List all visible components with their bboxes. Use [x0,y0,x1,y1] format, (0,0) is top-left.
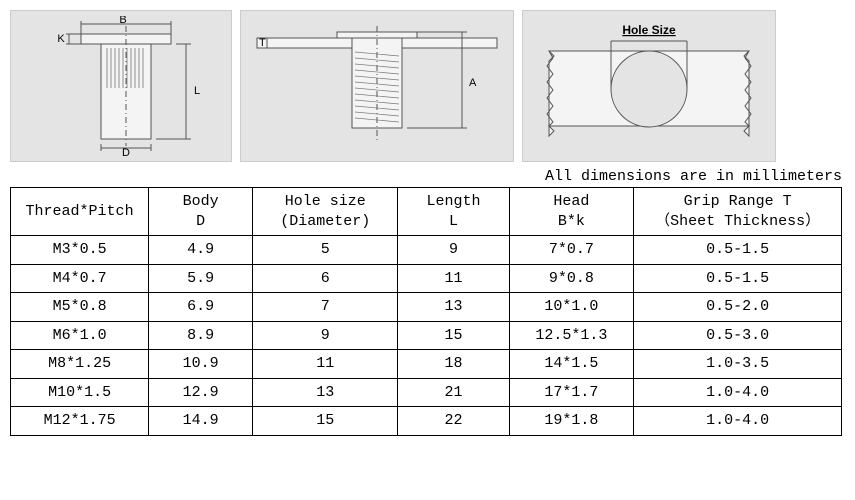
dim-T-text: T [259,37,266,49]
table-cell: 9*0.8 [509,264,634,293]
table-cell: 1.0-4.0 [634,407,842,436]
table-cell: M4*0.7 [11,264,149,293]
table-cell: 17*1.7 [509,378,634,407]
table-cell: 5 [253,236,398,265]
table-cell: 10.9 [149,350,253,379]
table-row: M4*0.75.96119*0.80.5-1.5 [11,264,842,293]
dim-hole-size-text: Hole Size [622,23,676,37]
table-cell: 11 [253,350,398,379]
col-body-d: Body D [149,188,253,236]
table-cell: 11 [398,264,509,293]
table-cell: 13 [253,378,398,407]
col-length-l: Length L [398,188,509,236]
table-cell: 14*1.5 [509,350,634,379]
table-header-row: Thread*Pitch Body D Hole size (Diameter)… [11,188,842,236]
table-cell: M6*1.0 [11,321,149,350]
table-cell: 7*0.7 [509,236,634,265]
table-cell: M10*1.5 [11,378,149,407]
units-note: All dimensions are in millimeters [10,168,842,185]
table-cell: 8.9 [149,321,253,350]
diagram-hole-size: Hole Size [522,10,776,162]
dim-K-text: K [57,33,65,45]
dim-L-text: L [194,85,200,97]
table-cell: 14.9 [149,407,253,436]
table-row: M6*1.08.991512.5*1.30.5-3.0 [11,321,842,350]
col-head-bk: Head B*k [509,188,634,236]
table-cell: 7 [253,293,398,322]
table-cell: 1.0-4.0 [634,378,842,407]
table-cell: M8*1.25 [11,350,149,379]
table-cell: 12.9 [149,378,253,407]
table-cell: 9 [253,321,398,350]
table-row: M3*0.54.9597*0.70.5-1.5 [11,236,842,265]
table-cell: 4.9 [149,236,253,265]
diagram-row: B K L D [10,10,845,162]
col-thread-pitch: Thread*Pitch [11,188,149,236]
table-cell: 13 [398,293,509,322]
table-cell: M12*1.75 [11,407,149,436]
dim-D-text: D [122,147,130,156]
col-hole-size: Hole size (Diameter) [253,188,398,236]
table-cell: 0.5-1.5 [634,264,842,293]
table-row: M10*1.512.9132117*1.71.0-4.0 [11,378,842,407]
table-cell: 6.9 [149,293,253,322]
dim-B-text: B [119,16,126,26]
table-cell: 18 [398,350,509,379]
table-cell: 1.0-3.5 [634,350,842,379]
table-cell: 0.5-2.0 [634,293,842,322]
table-cell: 0.5-1.5 [634,236,842,265]
table-cell: 6 [253,264,398,293]
table-cell: M3*0.5 [11,236,149,265]
table-row: M5*0.86.971310*1.00.5-2.0 [11,293,842,322]
table-cell: 15 [398,321,509,350]
diagram-side-view: B K L D [10,10,232,162]
table-row: M8*1.2510.9111814*1.51.0-3.5 [11,350,842,379]
table-cell: 15 [253,407,398,436]
table-cell: 22 [398,407,509,436]
table-cell: 19*1.8 [509,407,634,436]
table-cell: 12.5*1.3 [509,321,634,350]
table-row: M12*1.7514.9152219*1.81.0-4.0 [11,407,842,436]
dimensions-table: Thread*Pitch Body D Hole size (Diameter)… [10,187,842,436]
table-cell: 0.5-3.0 [634,321,842,350]
table-cell: 21 [398,378,509,407]
table-cell: 9 [398,236,509,265]
table-cell: M5*0.8 [11,293,149,322]
table-cell: 5.9 [149,264,253,293]
table-cell: 10*1.0 [509,293,634,322]
diagram-cross-section: T A [240,10,514,162]
dim-A-text: A [469,77,477,89]
col-grip-range: Grip Range T （Sheet Thickness） [634,188,842,236]
